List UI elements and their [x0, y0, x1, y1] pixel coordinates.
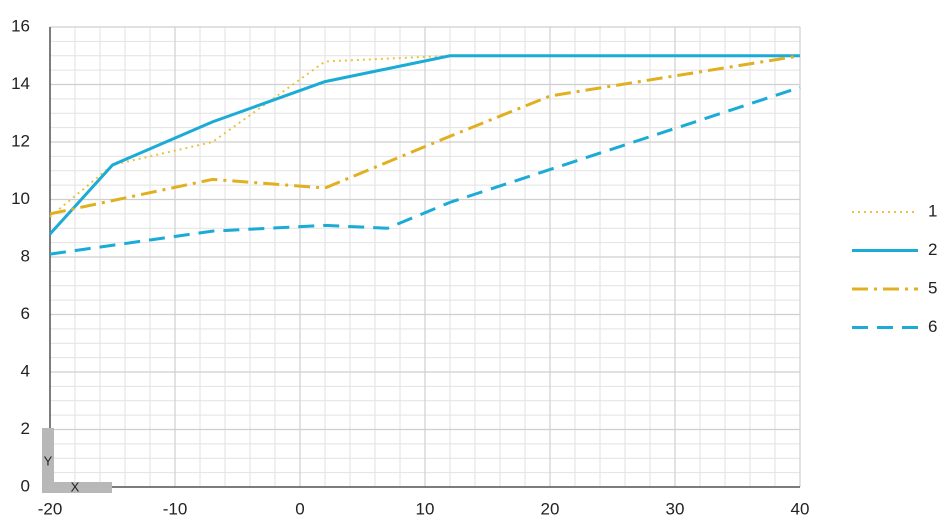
- series-line: [49, 54, 801, 216]
- icon-bar: [42, 428, 54, 492]
- legend-label: 5: [928, 278, 937, 297]
- x-tick-label: 0: [295, 499, 304, 518]
- x-axis-label: X: [71, 479, 80, 494]
- y-tick-label: 16: [11, 16, 30, 35]
- y-tick-label: 10: [11, 189, 30, 208]
- y-tick-label: 2: [21, 419, 30, 438]
- x-tick-label: 40: [791, 499, 810, 518]
- legend-label: 6: [928, 317, 937, 336]
- y-tick-label: 4: [21, 361, 30, 380]
- y-tick-label: 14: [11, 74, 30, 93]
- x-tick-label: -10: [163, 499, 188, 518]
- series-line: [49, 85, 801, 256]
- x-tick-label: 10: [416, 499, 435, 518]
- legend-label: 1: [928, 201, 937, 220]
- legend-label: 2: [928, 240, 937, 259]
- x-tick-label: 20: [541, 499, 560, 518]
- grid: [49, 26, 801, 488]
- axis-icon: [42, 428, 112, 493]
- y-tick-label: 12: [11, 131, 30, 150]
- x-tick-label: 30: [666, 499, 685, 518]
- icon-bar: [42, 482, 112, 493]
- x-tick-label: -20: [38, 499, 63, 518]
- y-tick-label: 8: [21, 246, 30, 265]
- series-line: [48, 54, 800, 236]
- y-tick-label: 6: [21, 304, 30, 323]
- y-axis-label: Y: [44, 453, 53, 468]
- y-tick-label: 0: [21, 476, 30, 495]
